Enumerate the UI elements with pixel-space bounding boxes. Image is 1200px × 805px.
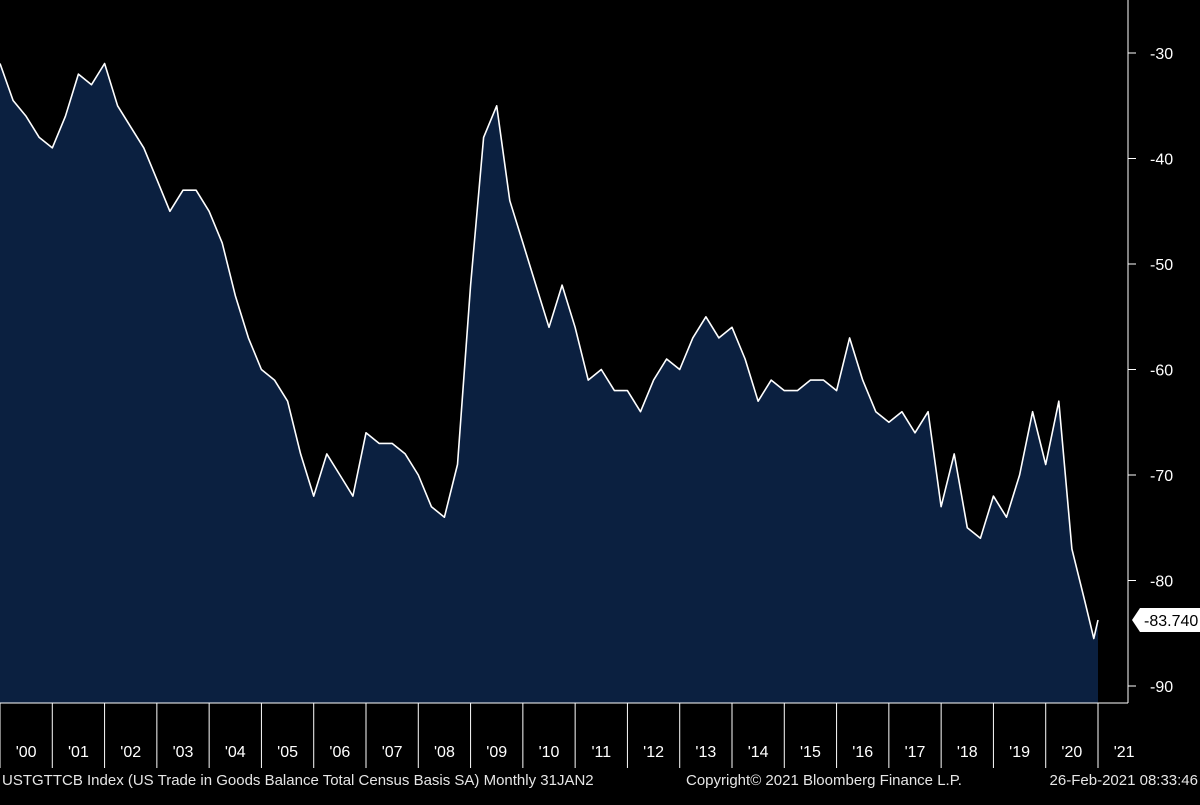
series-line	[0, 62, 1099, 640]
footer-copyright: Copyright© 2021 Bloomberg Finance L.P.	[686, 772, 962, 789]
y-tick-label: -40	[1150, 152, 1173, 169]
x-tick-label: '14	[748, 744, 769, 761]
x-tick-label: '00	[16, 744, 37, 761]
footer-ticker: USTGTTCB Index (US Trade in Goods Balanc…	[2, 772, 594, 789]
x-tick-label: '12	[643, 744, 664, 761]
last-value-box	[1132, 607, 1200, 632]
series-area	[0, 63, 1098, 703]
y-tick-label: -70	[1150, 468, 1173, 485]
y-tick-label: -60	[1150, 363, 1173, 380]
footer-timestamp: 26-Feb-2021 08:33:46	[1049, 772, 1198, 789]
x-tick-label: '17	[905, 744, 926, 761]
x-tick-label: '10	[539, 744, 560, 761]
x-tick-label: '19	[1009, 744, 1030, 761]
x-tick-label: '03	[173, 744, 194, 761]
chart-footer: USTGTTCB Index (US Trade in Goods Balanc…	[0, 772, 1200, 798]
x-tick-label: '11	[591, 744, 611, 761]
x-tick-label: '04	[225, 744, 246, 761]
x-tick-label: '13	[695, 744, 716, 761]
last-value-label: -83.740	[1144, 613, 1198, 630]
x-tick-label: '06	[329, 744, 350, 761]
x-tick-label: '01	[68, 744, 89, 761]
y-tick-label: -30	[1150, 46, 1173, 63]
x-tick-label: '05	[277, 744, 298, 761]
x-tick-label: '21	[1114, 744, 1135, 761]
x-tick-label: '20	[1061, 744, 1082, 761]
x-tick-label: '09	[486, 744, 507, 761]
x-tick-label: '07	[382, 744, 403, 761]
y-tick-label: -90	[1150, 679, 1173, 696]
x-tick-label: '16	[852, 744, 873, 761]
x-tick-label: '08	[434, 744, 455, 761]
x-tick-label: '02	[120, 744, 141, 761]
x-tick-label: '15	[800, 744, 821, 761]
y-tick-label: -50	[1150, 257, 1173, 274]
x-tick-label: '18	[957, 744, 978, 761]
y-tick-label: -80	[1150, 574, 1173, 591]
